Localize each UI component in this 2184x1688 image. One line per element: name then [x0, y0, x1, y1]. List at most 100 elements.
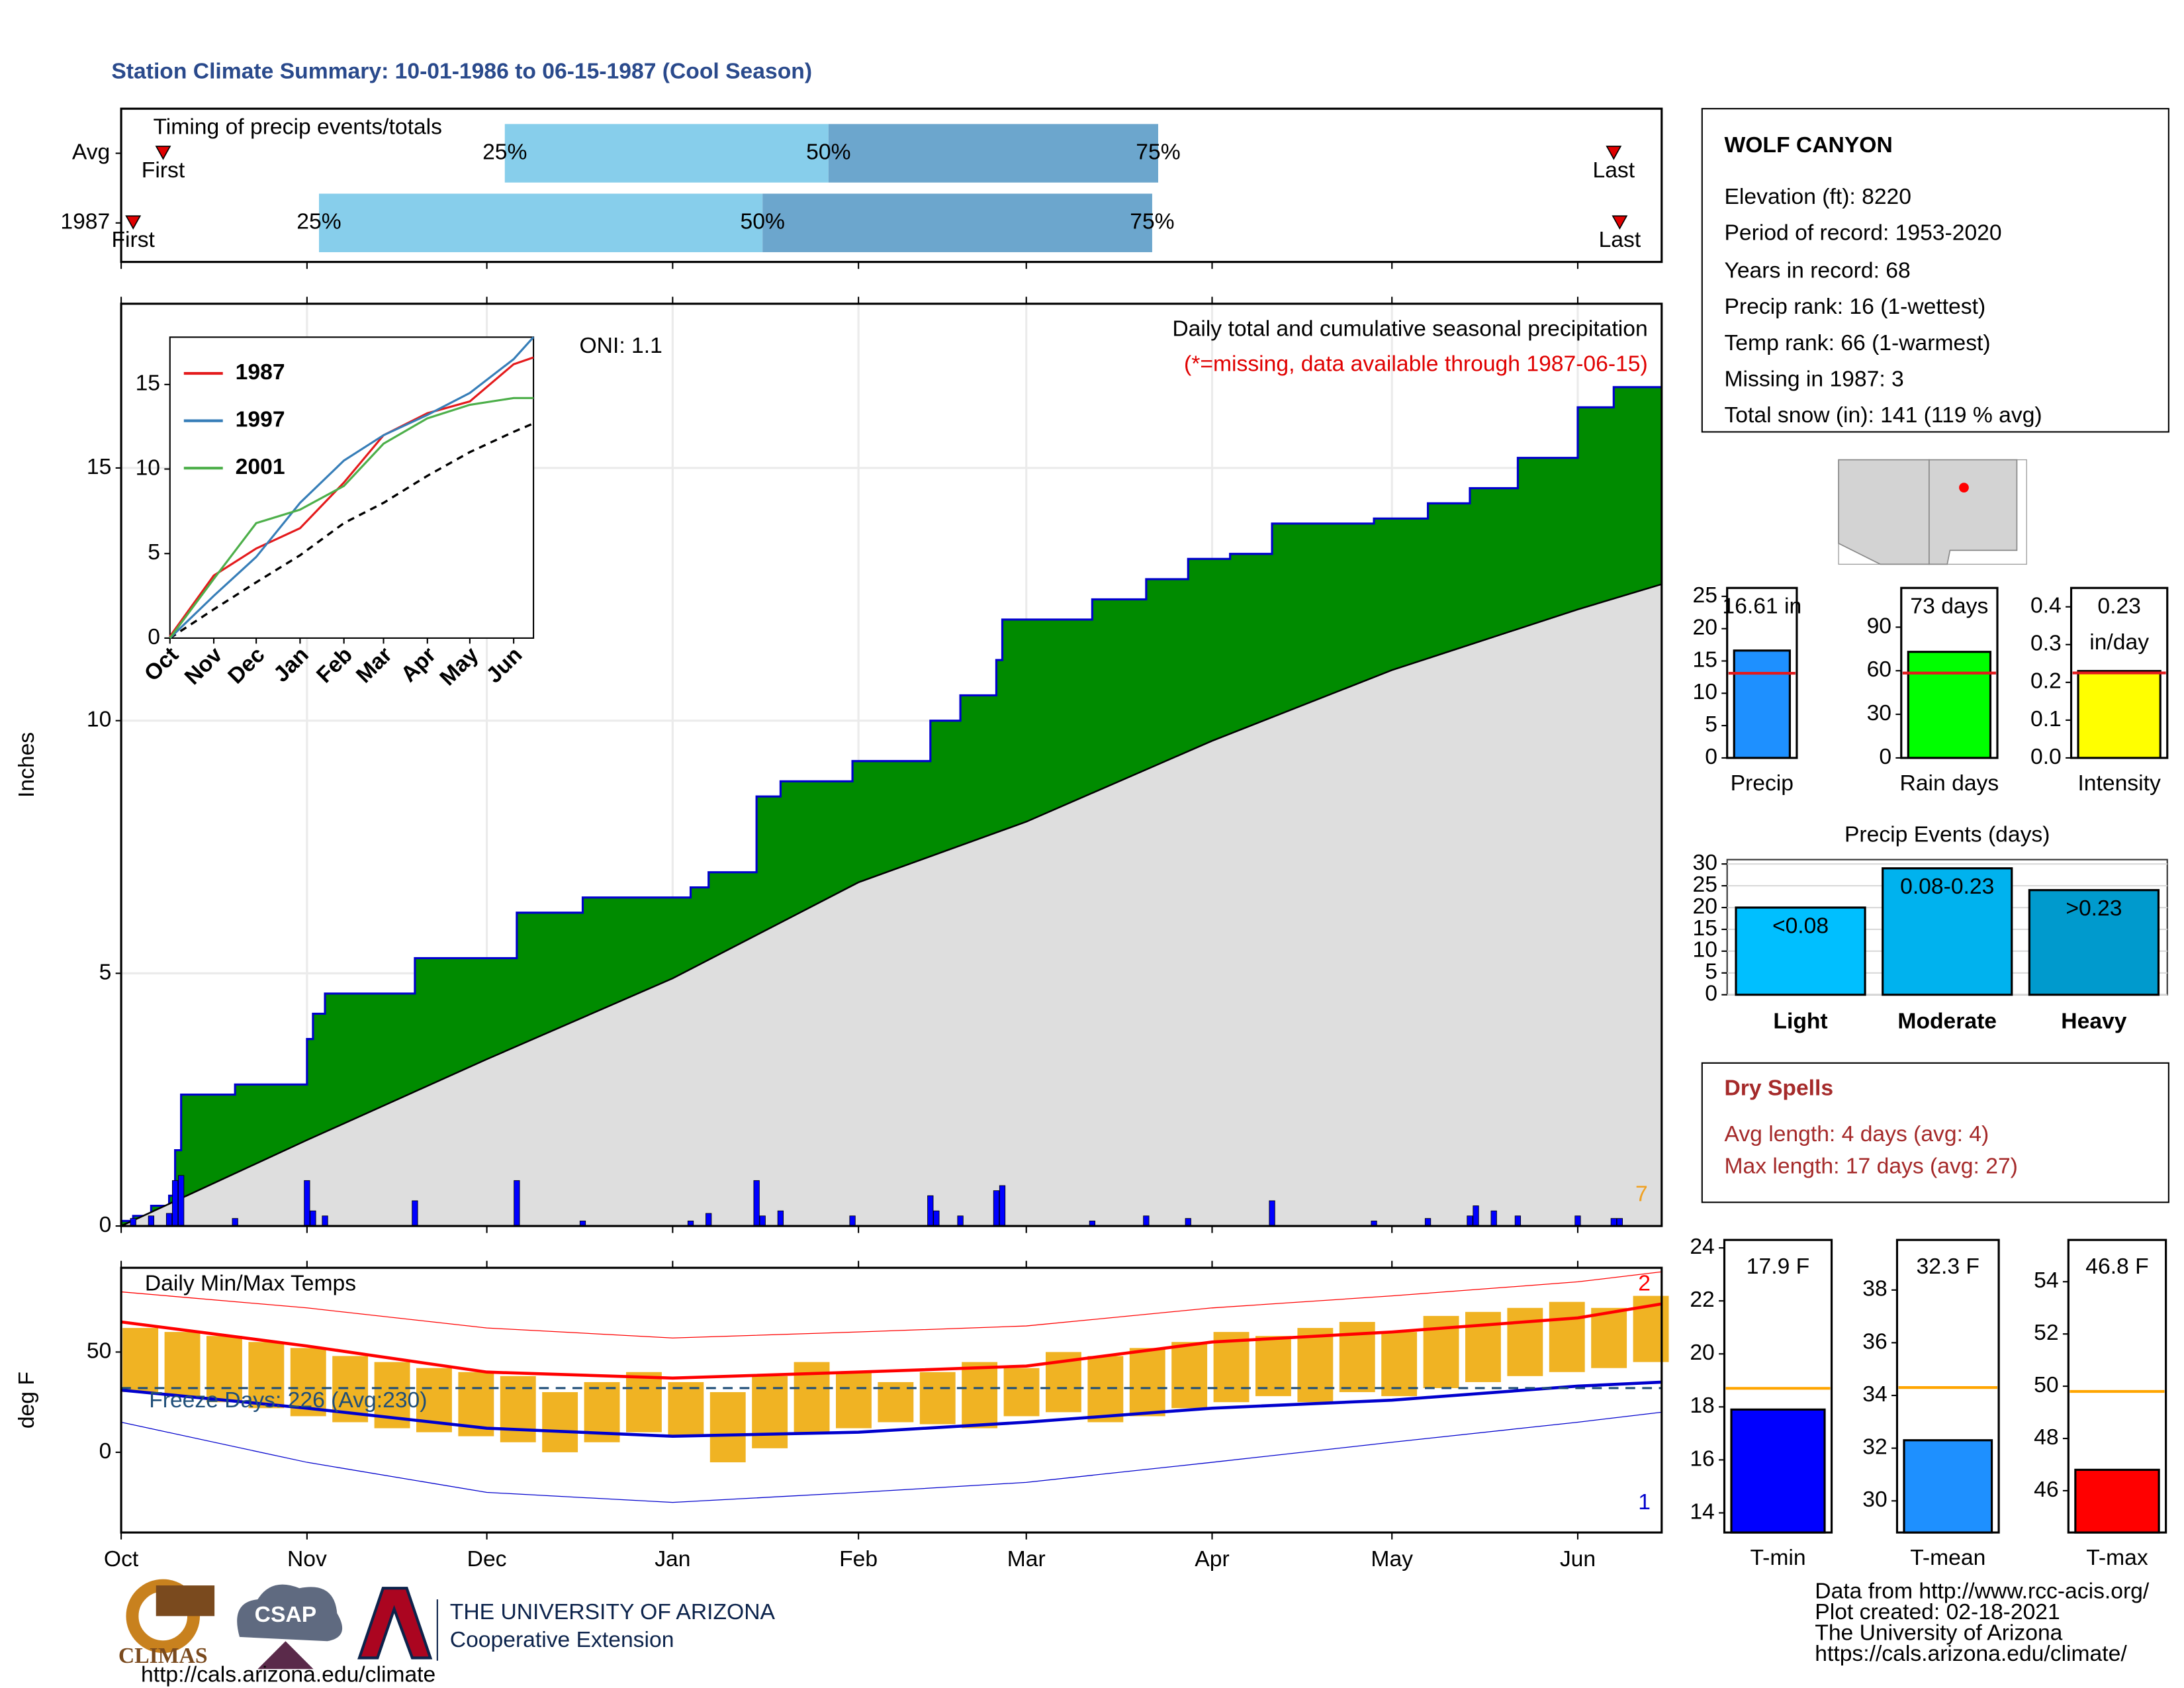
daily-temp-bar: [122, 1328, 159, 1393]
average-line: [169, 422, 534, 639]
y-tick-label: 22: [1690, 1288, 1714, 1312]
quantile-label: 75%: [1130, 210, 1174, 234]
row-label: Avg: [72, 140, 110, 164]
daily-temp-bar: [1255, 1336, 1291, 1397]
y-tick-label: 20: [1693, 616, 1717, 640]
legend-label: 2001: [236, 455, 285, 479]
daily-temp-bar: [1591, 1307, 1627, 1368]
gauge-bar: [1907, 651, 1992, 759]
y-tick-label: 10: [1693, 938, 1717, 962]
credit-line: https://cals.arizona.edu/climate/: [1815, 1642, 2127, 1666]
category-label: T-mean: [1910, 1546, 1985, 1570]
dry-spells-box: [1701, 1062, 2169, 1203]
logo-text: CSAP: [255, 1603, 317, 1627]
gauge-bar: [1730, 1408, 1826, 1534]
daily-temp-bar: [919, 1372, 956, 1425]
station-line: Missing in 1987: 3: [1724, 367, 1903, 391]
chart-title: Daily total and cumulative seasonal prec…: [1172, 317, 1647, 342]
value-label: 16.61 in: [1722, 594, 1801, 619]
ua-logo: THE UNIVERSITY OF ARIZONA Cooperative Ex…: [357, 1587, 776, 1661]
daily-precip-bar: [777, 1210, 784, 1227]
daily-precip-bar: [1610, 1218, 1617, 1227]
unit-label: in/day: [2089, 630, 2149, 655]
daily-precip-bar: [232, 1218, 238, 1227]
daily-precip-bar: [753, 1180, 760, 1227]
daily-temp-bar: [668, 1382, 704, 1436]
annotation: ONI: 1.1: [580, 334, 662, 358]
station-box: [1701, 108, 2169, 433]
y-tick-label: 36: [1862, 1329, 1887, 1354]
station-line: Period of record: 1953-2020: [1724, 221, 2001, 246]
gauge-bar: [2074, 1468, 2160, 1534]
daily-temp-bar: [709, 1392, 746, 1463]
credit-line: The University of Arizona: [1815, 1621, 2062, 1646]
daily-precip-bar: [1143, 1215, 1150, 1227]
quantile-label: 25%: [296, 210, 341, 234]
y-tick-label: 0: [99, 1213, 112, 1237]
y-tick-label: 25: [1693, 583, 1717, 608]
y-tick-label: 25: [1693, 872, 1717, 897]
y-tick-label: 32: [1862, 1435, 1887, 1460]
timing-bar: [318, 193, 763, 252]
y-tick-label: 0.4: [2030, 594, 2062, 618]
value-label: 17.9 F: [1747, 1254, 1809, 1279]
chart-subtitle: (*=missing, data available through 1987-…: [1184, 352, 1648, 376]
y-tick-label: 0.1: [2030, 707, 2062, 731]
event-marker: [1606, 146, 1622, 160]
y-tick-label: 30: [1867, 701, 1891, 726]
daily-temp-bar: [1171, 1342, 1208, 1409]
daily-precip-bar: [1467, 1215, 1473, 1227]
daily-temp-bar: [1465, 1311, 1501, 1382]
daily-precip-bar: [1514, 1215, 1522, 1227]
daily-temp-bar: [500, 1376, 536, 1442]
event-label: Last: [1599, 228, 1641, 252]
y-tick-label: 15: [136, 371, 160, 396]
x-tick-label: Jan: [655, 1547, 690, 1571]
daily-temp-bar: [836, 1372, 872, 1429]
daily-temp-bar: [626, 1372, 662, 1432]
panel-title: Timing of precip events/totals: [154, 115, 442, 140]
y-axis-label: Inches: [15, 732, 39, 798]
dry-spells-title: Dry Spells: [1724, 1076, 1833, 1101]
y-tick-label: 50: [87, 1338, 111, 1363]
daily-precip-bar: [957, 1215, 964, 1227]
station-line: Elevation (ft): 8220: [1724, 185, 1911, 209]
credit-line: Data from http://www.rcc-acis.org/: [1815, 1579, 2150, 1603]
daily-temp-bar: [1381, 1332, 1418, 1397]
daily-temp-bar: [164, 1332, 201, 1397]
x-tick-label: Feb: [839, 1547, 878, 1571]
y-tick-label: 30: [1693, 851, 1717, 875]
x-tick-label: Nov: [287, 1547, 327, 1571]
avg-min-line: [120, 1380, 1662, 1438]
y-tick-label: 10: [1693, 680, 1717, 704]
record-min-line: [120, 1411, 1662, 1503]
x-tick-label: Apr: [1195, 1547, 1229, 1571]
quantile-label: 50%: [741, 210, 785, 234]
daily-precip-bar: [1616, 1218, 1623, 1227]
quantile-label: 50%: [806, 140, 850, 164]
gauge-bar: [2077, 670, 2161, 759]
average-area: [121, 584, 1662, 1227]
bin-label: 0.08-0.23: [1900, 874, 1994, 899]
y-tick-label: 0: [99, 1439, 112, 1464]
daily-precip-bar: [165, 1213, 173, 1227]
y-tick-label: 0: [1879, 745, 1891, 769]
y-tick-label: 0.0: [2030, 745, 2062, 769]
daily-temp-bar: [206, 1336, 242, 1403]
daily-precip-bar: [148, 1215, 155, 1227]
daily-precip-bar: [310, 1210, 316, 1227]
category-label: Rain days: [1900, 771, 1999, 796]
cumulative-line: [121, 386, 1662, 1223]
y-tick-label: 46: [2034, 1477, 2058, 1502]
daily-precip-bar: [1490, 1210, 1497, 1227]
climas-logo: CLIMAS: [118, 1579, 215, 1668]
locator-map: [1838, 459, 2027, 565]
daily-precip-bar: [1185, 1218, 1191, 1227]
daily-temp-bar: [248, 1342, 285, 1409]
value-label: 73 days: [1910, 594, 1988, 619]
y-tick-label: 60: [1867, 657, 1891, 682]
unit-name: Cooperative Extension: [450, 1628, 674, 1652]
y-tick-label: 0: [148, 625, 160, 649]
daily-precip-bar: [412, 1200, 418, 1227]
y-tick-label: 38: [1862, 1277, 1887, 1301]
